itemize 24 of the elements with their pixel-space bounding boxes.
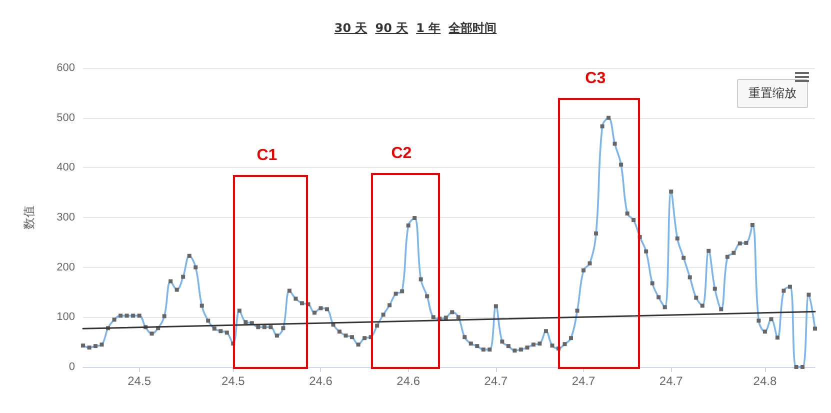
x-tick-label: 24.5: [221, 374, 246, 388]
x-tick-label: 24.7: [659, 374, 684, 388]
y-tick-label: 600: [56, 62, 75, 74]
x-tick-label: 24.7: [484, 374, 508, 388]
y-axis-title: 数值: [22, 206, 36, 230]
annotation: C2: [391, 145, 412, 164]
text: 30 天: [334, 21, 368, 35]
text: 1 年: [416, 21, 441, 35]
y-tick-label: 0: [68, 361, 75, 373]
y-tick-label: 400: [56, 162, 75, 174]
x-tick-label: 24.5: [128, 374, 152, 388]
x-tick-label: 24.6: [396, 374, 420, 388]
text: 90 天: [375, 21, 408, 35]
y-tick-label: 100: [56, 311, 75, 324]
x-tick-label: 24.6: [309, 374, 333, 388]
x-tick-label: 24.8: [753, 374, 777, 388]
y-tick-label: 500: [56, 112, 75, 124]
y-tick-label: 300: [56, 212, 75, 224]
y-tick-label: 200: [56, 261, 75, 274]
x-tick-label: 24.7: [572, 374, 596, 388]
annotation: C3: [585, 70, 606, 88]
annotation: C1: [256, 147, 278, 166]
annotation: 重置缩放: [737, 79, 808, 108]
text: 全部时间: [448, 21, 497, 35]
